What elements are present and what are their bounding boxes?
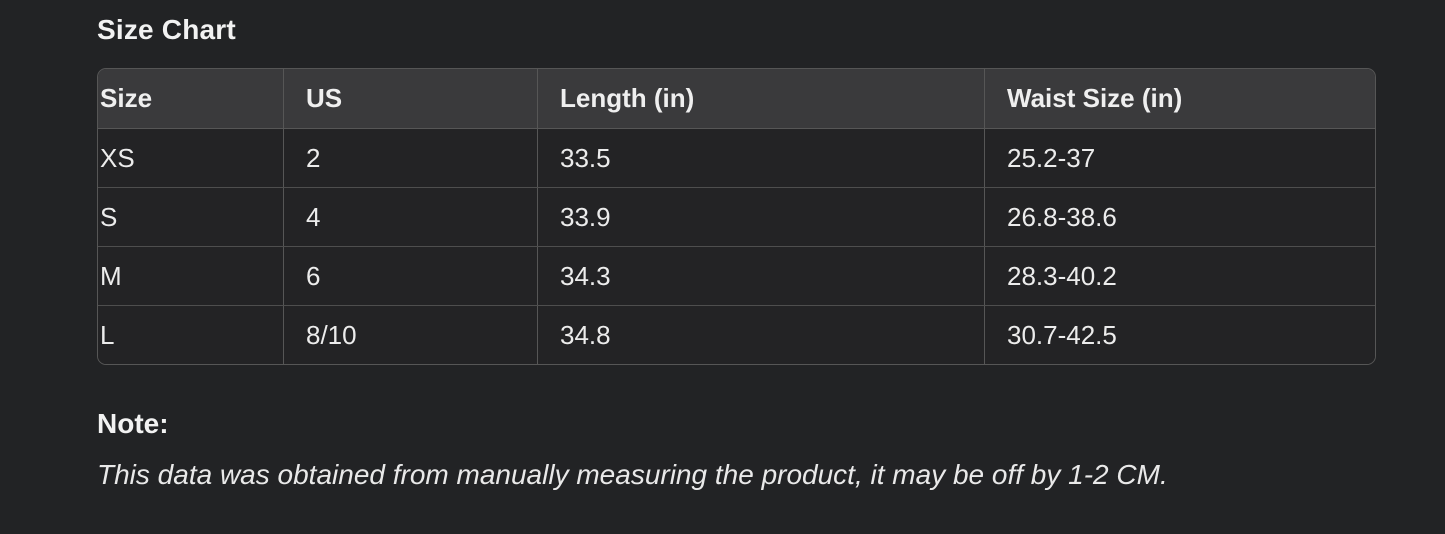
size-chart-table: Size US Length (in) Waist Size (in) XS 2… [98,69,1375,364]
cell-size: M [98,246,284,306]
table-row: M 6 34.3 28.3-40.2 [98,246,1375,306]
size-chart-table-container: Size US Length (in) Waist Size (in) XS 2… [97,68,1376,365]
cell-waist: 30.7-42.5 [984,305,1375,364]
table-header-length: Length (in) [537,69,985,129]
table-row: S 4 33.9 26.8-38.6 [98,187,1375,247]
page-title: Size Chart [97,14,236,45]
cell-us: 6 [283,246,538,306]
note-text: This data was obtained from manually mea… [97,459,1168,490]
cell-size: S [98,187,284,247]
note-label: Note: [97,408,169,439]
cell-us: 8/10 [283,305,538,364]
table-header-size: Size [98,69,284,129]
table-header-row: Size US Length (in) Waist Size (in) [98,69,1375,129]
cell-length: 33.9 [537,187,985,247]
cell-waist: 26.8-38.6 [984,187,1375,247]
cell-length: 34.8 [537,305,985,364]
cell-size: XS [98,128,284,188]
cell-length: 33.5 [537,128,985,188]
cell-us: 2 [283,128,538,188]
table-row: XS 2 33.5 25.2-37 [98,128,1375,188]
table-header-waist-size: Waist Size (in) [984,69,1375,129]
table-header-us: US [283,69,538,129]
cell-waist: 28.3-40.2 [984,246,1375,306]
table-row: L 8/10 34.8 30.7-42.5 [98,305,1375,364]
cell-length: 34.3 [537,246,985,306]
cell-us: 4 [283,187,538,247]
cell-waist: 25.2-37 [984,128,1375,188]
cell-size: L [98,305,284,364]
